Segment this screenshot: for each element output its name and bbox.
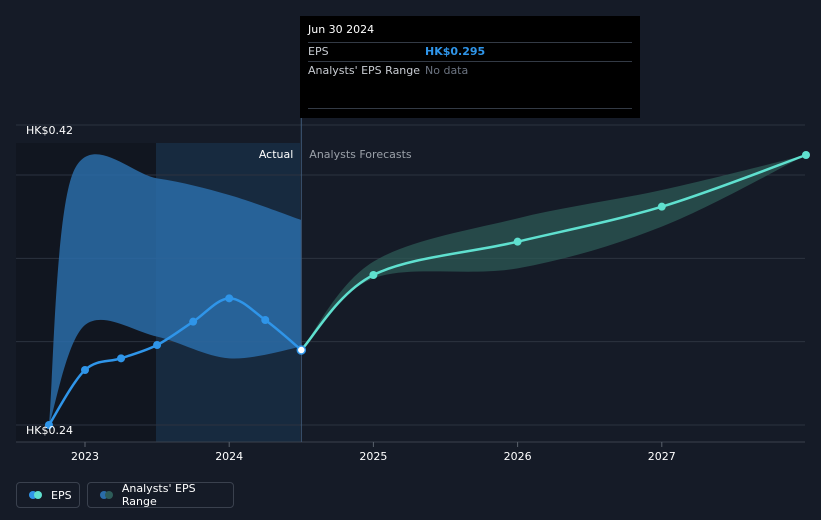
legend-eps-range-label: Analysts' EPS Range — [121, 482, 196, 508]
tooltip-date: Jun 30 2024 — [308, 23, 375, 36]
tooltip-eps-value: HK$0.295 — [425, 45, 486, 58]
eps-actual-point-6[interactable] — [261, 315, 270, 324]
x-axis-ticks: 2023 2024 2025 2026 2027 — [71, 442, 676, 463]
eps-forecast-point-3[interactable] — [802, 150, 810, 159]
eps-actual-point-5[interactable] — [225, 294, 234, 303]
eps-swatch-dot-b — [34, 491, 42, 499]
eps-actual-point-4[interactable] — [189, 317, 198, 326]
tooltip-row-eps: EPS HK$0.295 — [308, 42, 632, 61]
eps-forecast-point-1[interactable] — [513, 237, 522, 246]
eps-actual-point-2[interactable] — [117, 354, 126, 363]
y-axis-bottom-label: HK$0.24 — [26, 424, 73, 437]
eps-forecast-point-0[interactable] — [369, 270, 378, 279]
eps-range-swatch-icon — [100, 491, 114, 499]
forecast-label: Analysts Forecasts — [309, 148, 412, 161]
legend-eps[interactable]: EPS — [16, 482, 80, 508]
tooltip-divider — [308, 108, 632, 109]
tooltip: Jun 30 2024 EPS HK$0.295 Analysts' EPS R… — [300, 16, 640, 118]
tooltip-range-value: No data — [425, 64, 469, 77]
eps-swatch-dot-a — [29, 491, 37, 499]
past-eps-range-band — [48, 154, 302, 426]
highlight-point[interactable] — [296, 345, 307, 355]
tooltip-range-label: Analysts' EPS Range — [308, 64, 421, 77]
eps-points — [44, 150, 810, 429]
x-tick-label-3: 2026 — [504, 450, 532, 463]
eps-forecast-point-2[interactable] — [657, 202, 666, 211]
eps-actual-point-1[interactable] — [81, 365, 89, 374]
eps-actual-point-3[interactable] — [153, 340, 162, 349]
eps-actual-point-0[interactable] — [44, 421, 53, 429]
forecast-eps-range-band — [301, 154, 806, 350]
eps-swatch-icon — [29, 491, 43, 499]
x-tick-label-0: 2023 — [71, 450, 99, 463]
tooltip-eps-label: EPS — [308, 45, 329, 58]
actual-label: Actual — [259, 148, 293, 161]
legend-eps-label: EPS — [51, 488, 72, 502]
range-swatch-dot-a — [100, 491, 108, 499]
range-swatch-dot-b — [105, 491, 113, 499]
x-tick-label-2: 2025 — [359, 450, 387, 463]
y-axis-top-label: HK$0.42 — [26, 124, 73, 137]
x-tick-label-1: 2024 — [215, 450, 243, 463]
legend-eps-range[interactable]: Analysts' EPS Range — [87, 482, 234, 508]
tooltip-row-range: Analysts' EPS Range No data — [308, 61, 632, 80]
x-tick-label-4: 2027 — [648, 450, 676, 463]
